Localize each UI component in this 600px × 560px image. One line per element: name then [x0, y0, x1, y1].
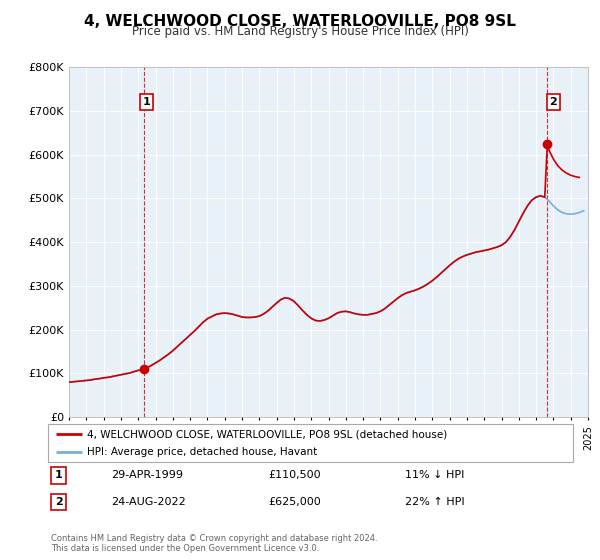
Text: Price paid vs. HM Land Registry's House Price Index (HPI): Price paid vs. HM Land Registry's House …	[131, 25, 469, 38]
Text: 11% ↓ HPI: 11% ↓ HPI	[405, 470, 464, 480]
Text: 2: 2	[55, 497, 62, 507]
Text: £625,000: £625,000	[269, 497, 321, 507]
Text: 24-AUG-2022: 24-AUG-2022	[111, 497, 186, 507]
Text: £110,500: £110,500	[269, 470, 321, 480]
Text: 4, WELCHWOOD CLOSE, WATERLOOVILLE, PO8 9SL: 4, WELCHWOOD CLOSE, WATERLOOVILLE, PO8 9…	[84, 14, 516, 29]
Text: 1: 1	[55, 470, 62, 480]
Text: HPI: Average price, detached house, Havant: HPI: Average price, detached house, Hava…	[88, 447, 317, 457]
Text: 29-APR-1999: 29-APR-1999	[111, 470, 183, 480]
Text: 2: 2	[550, 97, 557, 107]
Text: 1: 1	[142, 97, 150, 107]
Text: 22% ↑ HPI: 22% ↑ HPI	[405, 497, 464, 507]
Text: Contains HM Land Registry data © Crown copyright and database right 2024.
This d: Contains HM Land Registry data © Crown c…	[51, 534, 377, 553]
Text: 4, WELCHWOOD CLOSE, WATERLOOVILLE, PO8 9SL (detached house): 4, WELCHWOOD CLOSE, WATERLOOVILLE, PO8 9…	[88, 429, 448, 439]
